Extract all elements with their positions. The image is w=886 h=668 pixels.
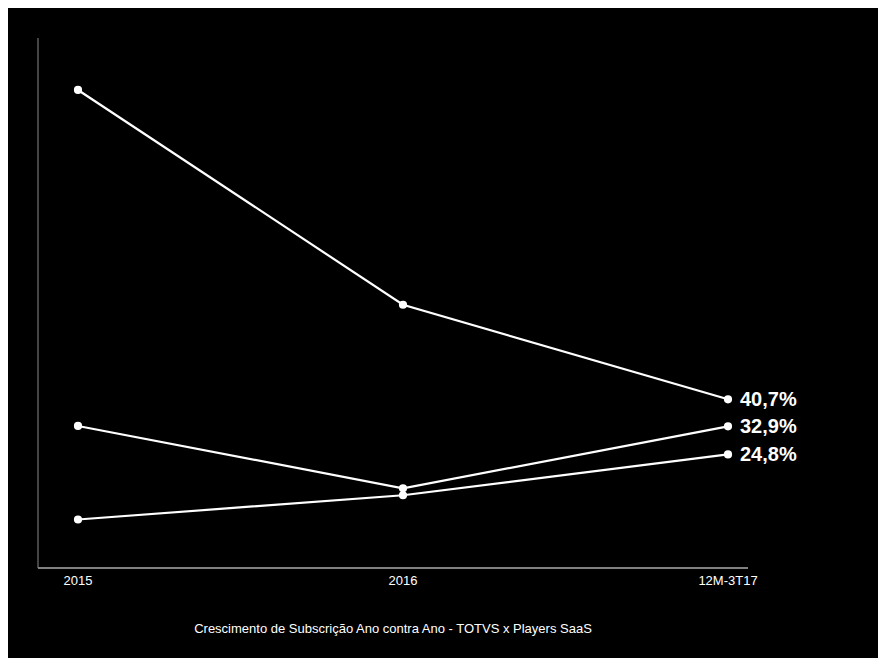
svg-text:12M-3T17: 12M-3T17 — [698, 573, 757, 588]
svg-text:2015: 2015 — [64, 573, 93, 588]
svg-text:Crescimento de Subscrição Ano: Crescimento de Subscrição Ano contra Ano… — [194, 621, 592, 636]
svg-text:2016: 2016 — [389, 573, 418, 588]
svg-text:32,9%: 32,9% — [740, 415, 797, 437]
svg-text:24,8%: 24,8% — [740, 443, 797, 465]
svg-text:40,7%: 40,7% — [740, 388, 797, 410]
